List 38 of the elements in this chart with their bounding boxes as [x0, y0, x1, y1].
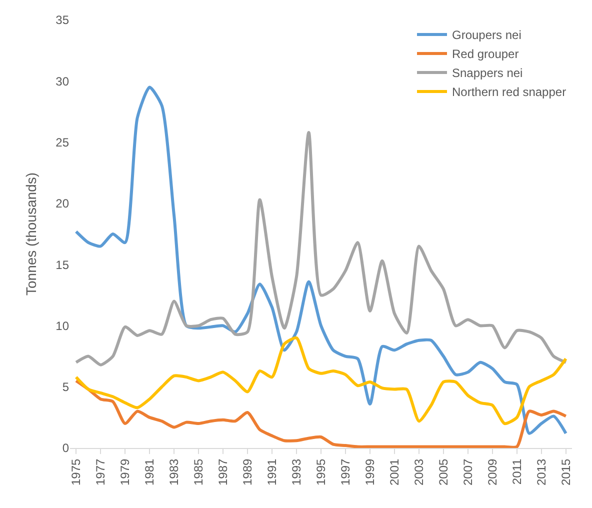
- x-tick-label: 1979: [118, 458, 132, 486]
- x-tick-label: 2015: [558, 458, 573, 486]
- x-tick-label: 2005: [436, 458, 450, 486]
- x-tick-label: 2001: [387, 458, 402, 486]
- x-tick-label: 1995: [314, 458, 328, 486]
- y-tick-label: 0: [62, 441, 70, 456]
- x-tick-label: 1975: [69, 458, 84, 486]
- x-tick-label: 2003: [412, 458, 426, 486]
- legend-label: Groupers nei: [452, 28, 522, 42]
- x-tick-label: 1981: [142, 458, 156, 486]
- x-tick-label: 2009: [485, 458, 500, 486]
- y-tick-label: 20: [56, 196, 70, 211]
- line-series: [74, 336, 568, 426]
- x-tick-label: 1993: [289, 458, 304, 486]
- y-tick-label: 35: [56, 13, 70, 28]
- line-series: [74, 131, 568, 366]
- x-tick-label: 1987: [216, 458, 230, 486]
- y-tick-label: 5: [62, 380, 70, 394]
- legend-label: Snappers nei: [452, 66, 523, 80]
- x-tick-label: 1989: [240, 458, 254, 486]
- y-tick-label: 10: [56, 318, 70, 333]
- x-tick-label: 2011: [510, 458, 524, 485]
- x-tick-label: 1985: [191, 458, 206, 486]
- x-tick-label: 1977: [94, 458, 108, 486]
- line-series: [74, 86, 568, 435]
- y-tick-label: 15: [56, 258, 70, 272]
- x-tick-label: 1997: [338, 458, 352, 486]
- line-series: [74, 379, 568, 448]
- x-tick-label: 1999: [362, 458, 377, 486]
- y-tick-label: 30: [56, 74, 70, 88]
- x-tick-label: 1991: [264, 458, 279, 486]
- y-tick-label: 25: [56, 135, 70, 150]
- x-tick-label: 1983: [166, 458, 181, 486]
- legend-label: Red grouper: [452, 47, 519, 62]
- legend-label: Northern red snapper: [452, 85, 566, 100]
- x-tick-label: 2007: [460, 458, 475, 486]
- y-axis-title: Tonnes (thousands): [23, 172, 40, 296]
- x-tick-label: 2013: [534, 458, 548, 486]
